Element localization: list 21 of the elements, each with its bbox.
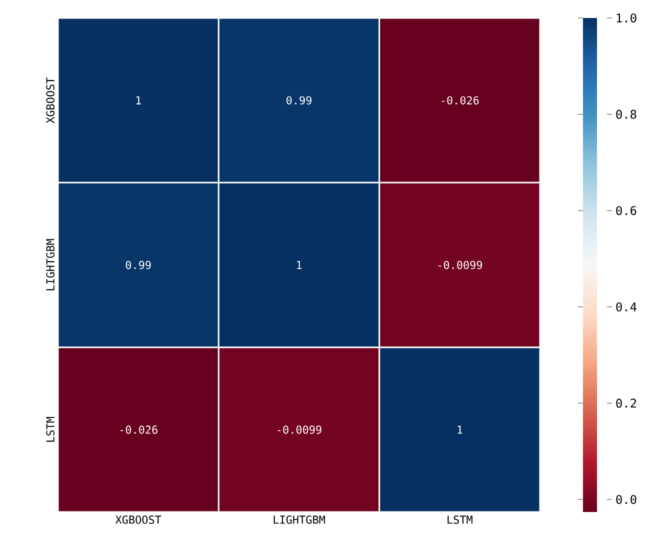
y-tick-label: LIGHTGBM (46, 239, 54, 290)
x-tick-label: XGBOOST (115, 516, 162, 524)
data-label: 1 (458, 426, 462, 434)
data-label: -0.0099 (438, 260, 482, 270)
color-bar-label: 0.8 (616, 110, 636, 119)
data-label: 0.99 (126, 260, 151, 270)
color-bar-label: 0.6 (616, 206, 636, 216)
data-label: 1 (136, 96, 141, 104)
color-bar-label: 0.0 (616, 494, 636, 504)
color-bar-label: 1.0 (616, 13, 636, 23)
y-tick-label: LSTM (46, 416, 54, 442)
x-tick-label: LSTM (448, 516, 472, 524)
data-label: -0.0099 (278, 426, 322, 434)
y-tick-label: XGBOOST (46, 78, 54, 124)
color-bar-label: 0.2 (616, 398, 636, 408)
color-bar-label: 0.4 (616, 302, 636, 312)
data-label: -0.026 (120, 426, 158, 434)
data-label: 0.99 (286, 96, 312, 104)
data-label: -0.026 (442, 96, 479, 104)
data-label: 1 (297, 261, 302, 269)
x-tick-label: LIGHTGBM (274, 516, 325, 524)
